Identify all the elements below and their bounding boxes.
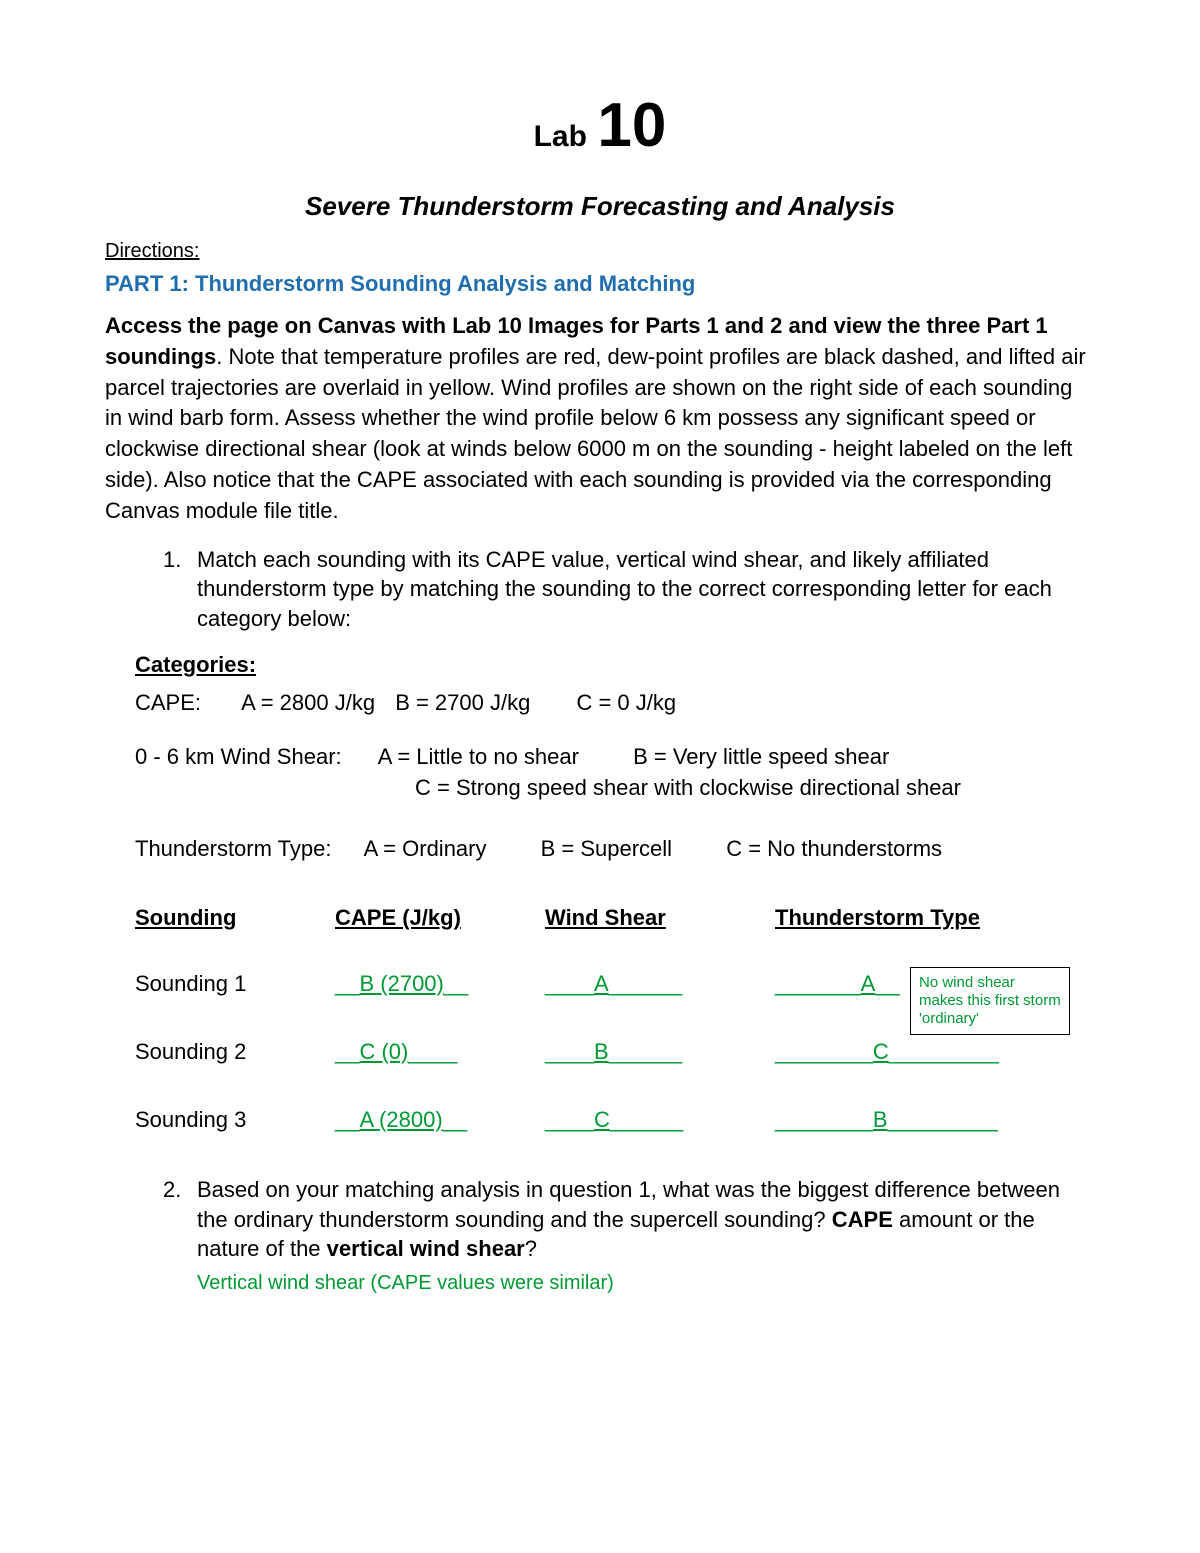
- cape-c: C = 0 J/kg: [576, 690, 676, 715]
- row3-shear: ____C______: [545, 1107, 775, 1133]
- directions-label: Directions:: [105, 240, 1095, 263]
- answer-table: Sounding CAPE (J/kg) Wind Shear Thunders…: [135, 905, 1095, 1133]
- table-header-row: Sounding CAPE (J/kg) Wind Shear Thunders…: [135, 905, 1095, 931]
- row2-label: Sounding 2: [135, 1039, 335, 1065]
- question-1-block: 1. Match each sounding with its CAPE val…: [105, 545, 1095, 634]
- row3-type: ________B_________: [775, 1107, 1025, 1133]
- type-b: B = Supercell: [541, 836, 672, 861]
- q1-text: Match each sounding with its CAPE value,…: [197, 545, 1095, 634]
- question-2-block: 2. Based on your matching analysis in qu…: [105, 1175, 1095, 1297]
- shear-b: B = Very little speed shear: [633, 744, 889, 769]
- th-shear: Wind Shear: [545, 905, 775, 931]
- question-2: 2. Based on your matching analysis in qu…: [163, 1175, 1095, 1297]
- type-c: C = No thunderstorms: [726, 836, 942, 861]
- row3-label: Sounding 3: [135, 1107, 335, 1133]
- part1-intro: Access the page on Canvas with Lab 10 Im…: [105, 311, 1095, 527]
- row2-cape: __C (0)____: [335, 1039, 545, 1065]
- q2-number: 2.: [163, 1175, 197, 1297]
- cape-b: B = 2700 J/kg: [395, 690, 530, 715]
- part1-heading: PART 1: Thunderstorm Sounding Analysis a…: [105, 271, 1095, 297]
- row1-shear: ____A______: [545, 971, 775, 997]
- shear-a: A = Little to no shear: [378, 744, 579, 769]
- table-row: Sounding 3 __A (2800)__ ____C______ ____…: [135, 1107, 1095, 1133]
- page: Lab 10 Severe Thunderstorm Forecasting a…: [0, 0, 1200, 1375]
- shear-category: 0 - 6 km Wind Shear: A = Little to no sh…: [135, 742, 1095, 804]
- cape-category: CAPE: A = 2800 J/kg B = 2700 J/kg C = 0 …: [135, 688, 1095, 719]
- row2-shear: ____B______: [545, 1039, 775, 1065]
- type-a: A = Ordinary: [364, 836, 487, 861]
- row2-type: ________C_________: [775, 1039, 1025, 1065]
- row1-cape: __B (2700)__: [335, 971, 545, 997]
- categories-heading: Categories:: [135, 652, 1095, 678]
- q2-bold-1: CAPE: [832, 1207, 893, 1232]
- lab-prefix: Lab: [534, 120, 587, 153]
- lab-subtitle: Severe Thunderstorm Forecasting and Anal…: [105, 191, 1095, 222]
- th-cape: CAPE (J/kg): [335, 905, 545, 931]
- shear-c: C = Strong speed shear with clockwise di…: [415, 773, 1095, 804]
- margin-note: No wind shear makes this first storm 'or…: [910, 967, 1070, 1035]
- type-category: Thunderstorm Type: A = Ordinary B = Supe…: [135, 834, 1095, 865]
- q1-number: 1.: [163, 545, 197, 634]
- q2-text-3: ?: [525, 1236, 537, 1261]
- th-sounding: Sounding: [135, 905, 335, 931]
- shear-label: 0 - 6 km Wind Shear:: [135, 742, 342, 773]
- q2-body: Based on your matching analysis in quest…: [197, 1175, 1095, 1297]
- question-1: 1. Match each sounding with its CAPE val…: [163, 545, 1095, 634]
- type-label: Thunderstorm Type:: [135, 834, 331, 865]
- cape-a: A = 2800 J/kg: [241, 690, 375, 715]
- part1-intro-rest: . Note that temperature profiles are red…: [105, 344, 1086, 523]
- q2-bold-2: vertical wind shear: [327, 1236, 525, 1261]
- q2-answer: Vertical wind shear (CAPE values were si…: [197, 1270, 1095, 1297]
- row1-label: Sounding 1: [135, 971, 335, 997]
- lab-number: 10: [597, 91, 666, 160]
- lab-title: Lab 10: [105, 90, 1095, 161]
- cape-label: CAPE:: [135, 688, 225, 719]
- th-type: Thunderstorm Type: [775, 905, 1025, 931]
- table-row: Sounding 2 __C (0)____ ____B______ _____…: [135, 1039, 1095, 1065]
- row3-cape: __A (2800)__: [335, 1107, 545, 1133]
